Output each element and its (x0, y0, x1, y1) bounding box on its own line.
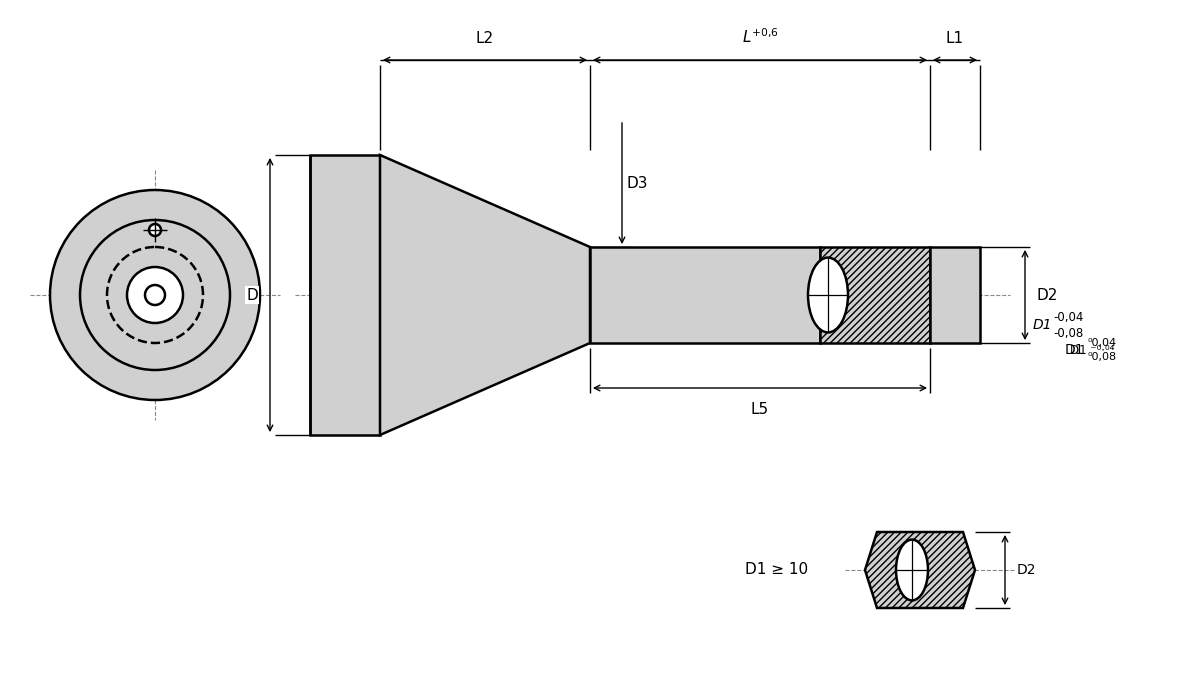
Circle shape (127, 267, 182, 323)
Polygon shape (380, 155, 590, 435)
Text: D1: D1 (1066, 343, 1085, 357)
Ellipse shape (896, 540, 928, 600)
Text: D1 ⁻⁰⋅⁰⁴: D1 ⁻⁰⋅⁰⁴ (1070, 344, 1115, 357)
Text: D: D (246, 288, 258, 303)
Text: L2: L2 (476, 31, 494, 46)
Text: D2: D2 (1018, 563, 1037, 577)
Polygon shape (590, 247, 820, 343)
Text: ⁰0,08: ⁰0,08 (1087, 352, 1116, 362)
Text: -0,08: -0,08 (1054, 326, 1084, 339)
Text: D1: D1 (1033, 318, 1052, 332)
Text: D3: D3 (628, 176, 648, 191)
Text: $L^{+0{,}6}$: $L^{+0{,}6}$ (742, 27, 779, 46)
Ellipse shape (808, 257, 848, 333)
Polygon shape (820, 247, 930, 343)
Text: L1: L1 (946, 31, 964, 46)
Circle shape (149, 224, 161, 236)
Text: L5: L5 (751, 402, 769, 417)
Polygon shape (865, 532, 974, 608)
Circle shape (80, 220, 230, 370)
Text: D2: D2 (1037, 288, 1058, 303)
Text: ⁰0,04: ⁰0,04 (1087, 338, 1116, 348)
Text: D1 ≥ 10: D1 ≥ 10 (745, 563, 808, 578)
Polygon shape (930, 247, 980, 343)
Polygon shape (310, 155, 380, 435)
Text: -0,04: -0,04 (1054, 311, 1084, 324)
Circle shape (145, 285, 166, 305)
Circle shape (50, 190, 260, 400)
